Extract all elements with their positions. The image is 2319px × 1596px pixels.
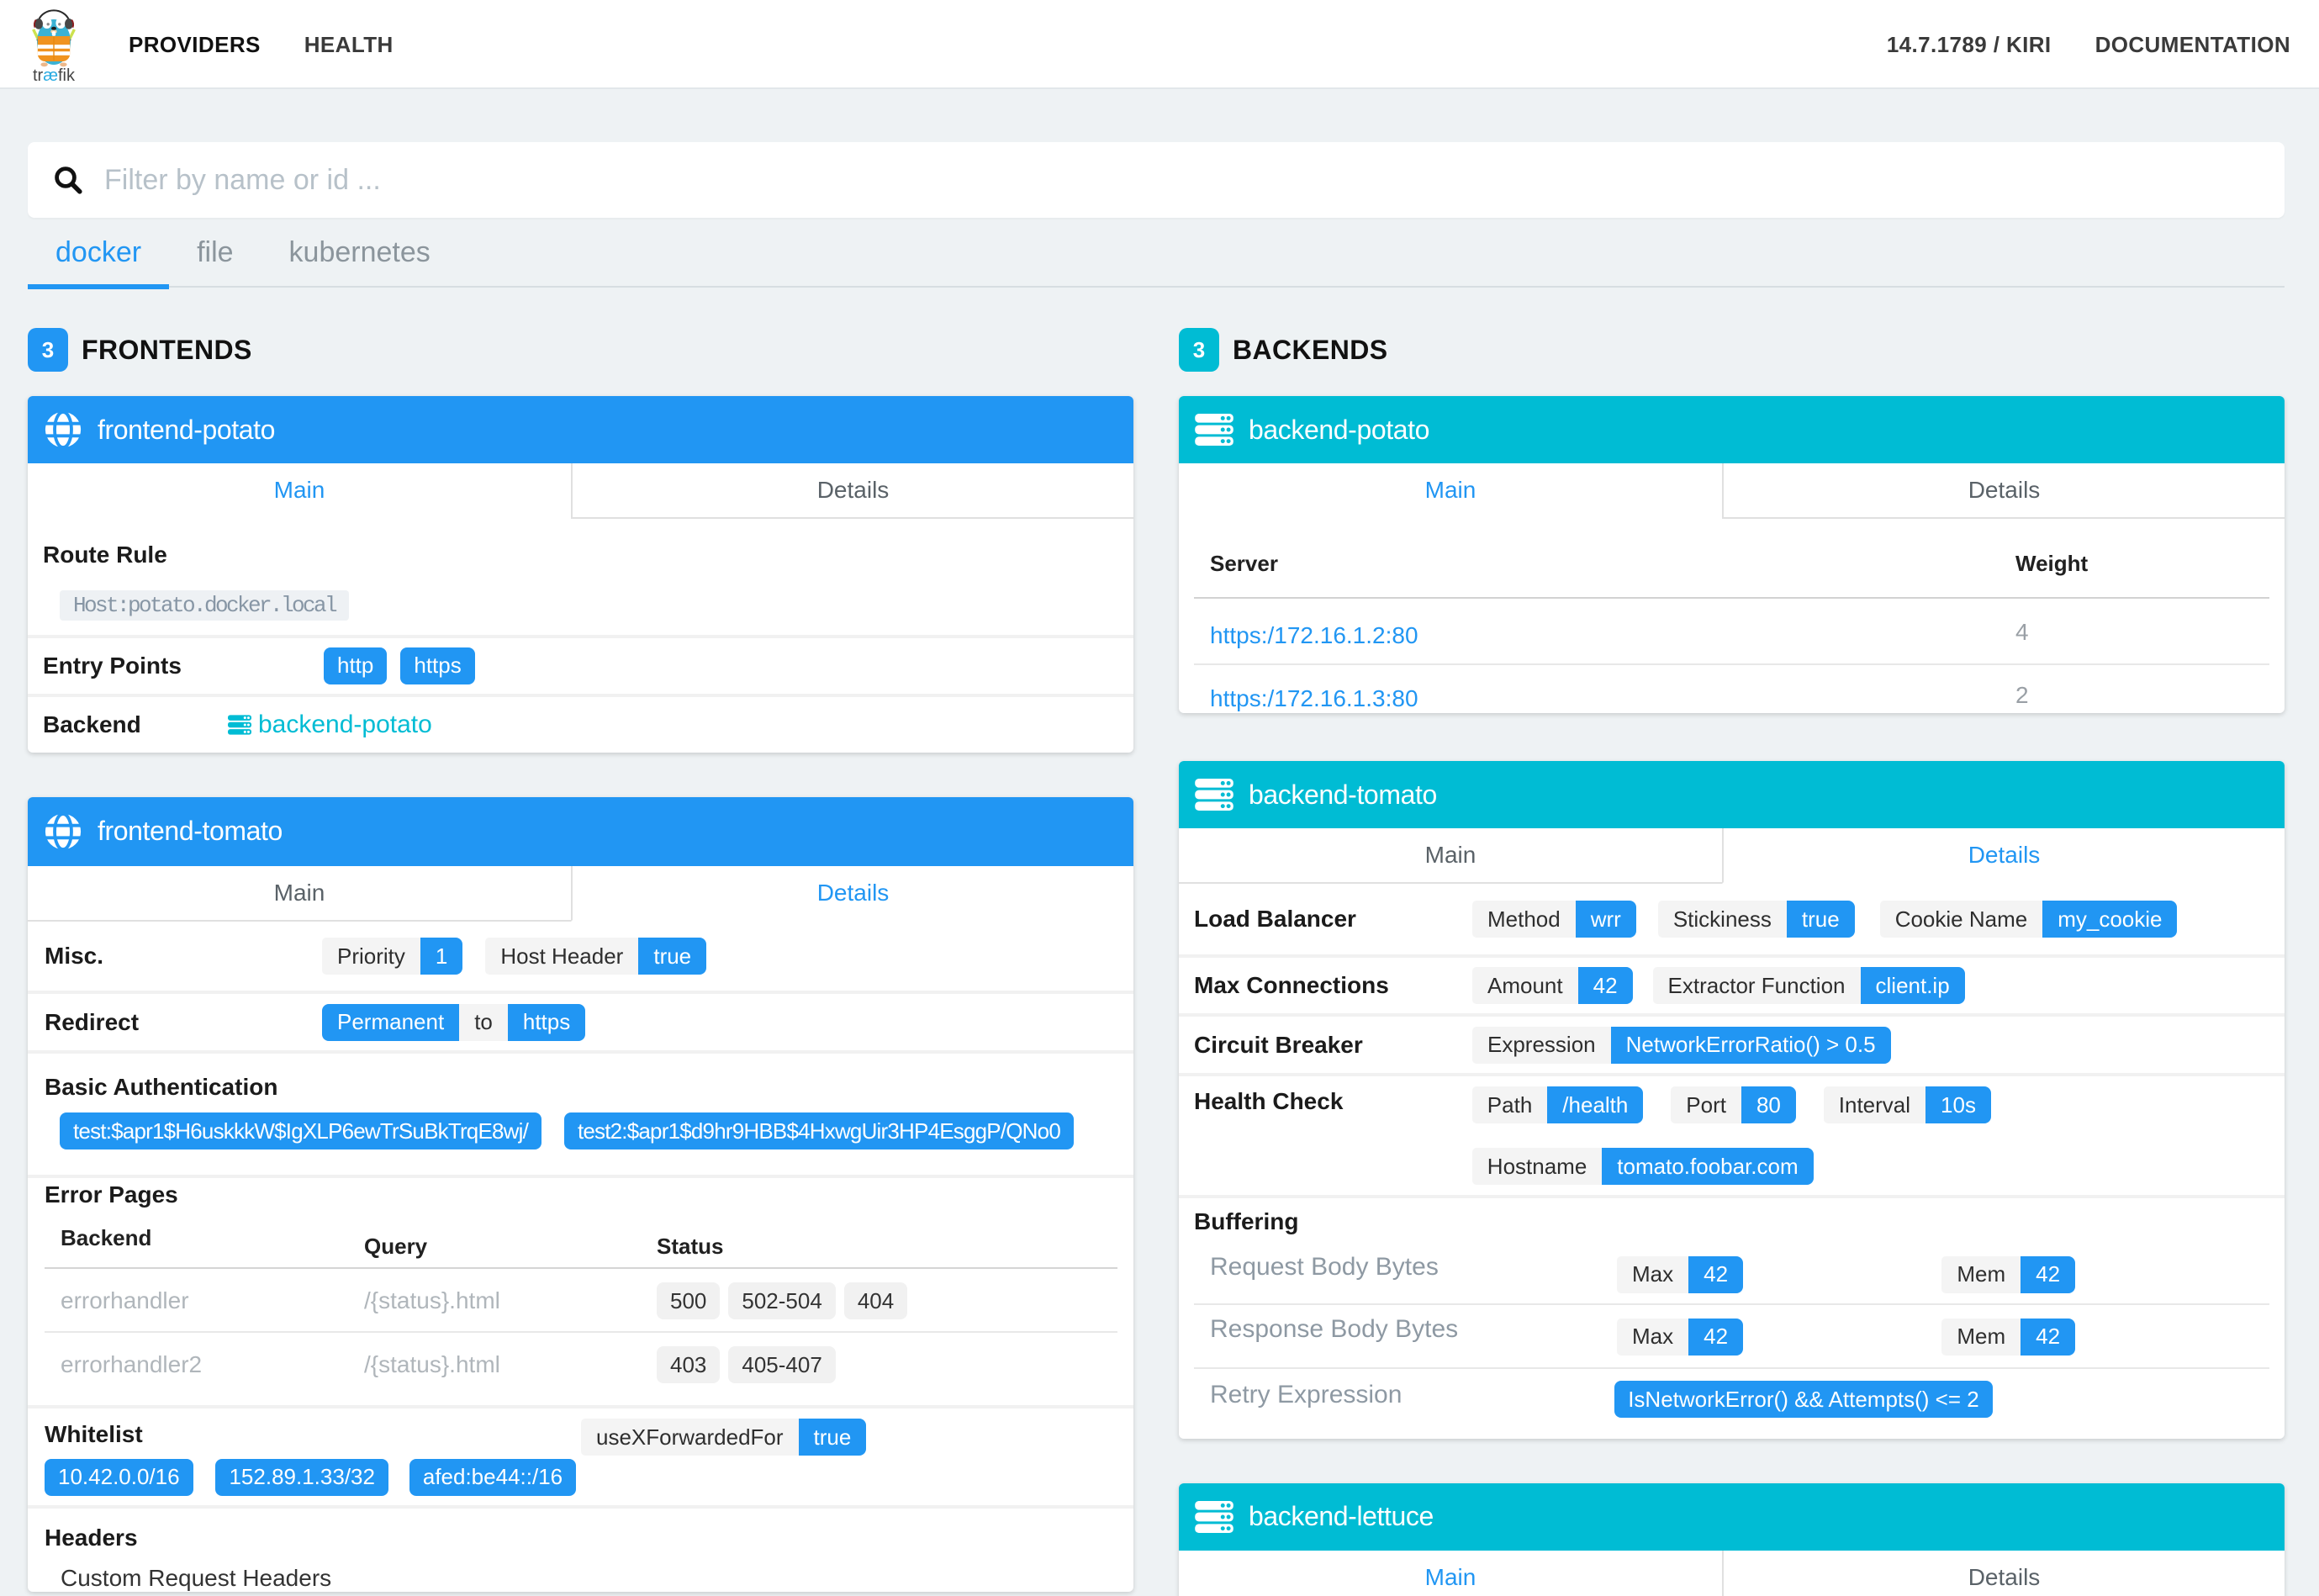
svg-text:træfik: træfik — [33, 66, 76, 82]
